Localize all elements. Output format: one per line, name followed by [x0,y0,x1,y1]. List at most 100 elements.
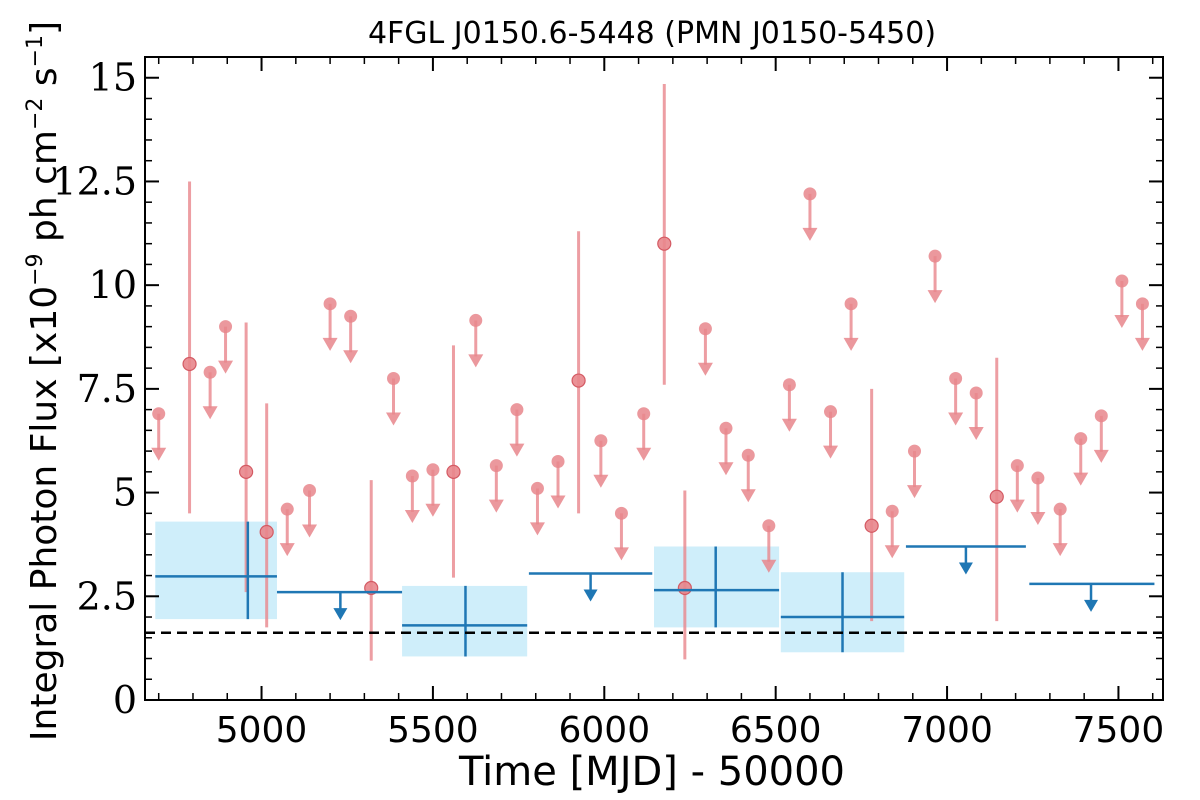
detection-point [571,373,586,388]
detection-point [657,236,672,251]
short-bin-detection-4 [446,345,461,578]
upper-limit-arrowhead [636,447,652,461]
y-axis-label-unit: ph cm [24,130,65,253]
upper-limit-point [280,502,294,516]
short-bin-upper-limit-7 [386,372,402,426]
upper-limit-arrowhead [1093,449,1109,463]
short-bin-upper-limit-32 [1030,471,1046,526]
short-bin-upper-limit-23 [802,187,818,241]
upper-limit-arrowhead [948,412,964,426]
upper-limit-point [1094,409,1108,423]
long-bin-detection-2 [654,546,780,628]
upper-limit-point [219,320,233,334]
short-bin-upper-limit-9 [425,463,441,517]
upper-limit-point [928,249,942,263]
long-bin-detection-0 [155,521,277,620]
upper-limit-arrowhead [509,443,525,457]
upper-limit-arrowhead [613,547,629,561]
short-bin-upper-limit-30 [968,386,984,441]
upper-limit-arrowhead [202,406,218,420]
upper-limit-point [551,454,565,468]
y-axis-label-exp1: −9 [23,253,48,285]
short-bin-upper-limit-36 [1114,274,1130,329]
upper-limit-arrowhead [823,445,839,459]
short-bin-upper-limit-29 [948,372,964,426]
short-bin-upper-limit-13 [529,481,545,536]
short-bin-upper-limit-3 [279,502,295,557]
upper-limit-arrowhead [697,362,713,376]
upper-limit-arrowhead [468,354,484,368]
upper-limit-point [203,365,217,379]
upper-limit-arrowhead [781,418,797,432]
long-bin-upper-limit-0 [276,590,403,621]
x-tick-labels: 5000 5500 6000 6500 7000 7500 [216,710,1165,751]
short-bin-upper-limit-28 [927,249,943,304]
upper-limit-point [426,463,440,477]
upper-limit-arrowhead [386,412,402,426]
plot-frame [144,56,1164,701]
upper-limit-point [1010,459,1024,473]
x-tick-label-7500: 7500 [1073,710,1165,751]
long-bin-ul-arrowhead [1084,599,1099,612]
long-bin-upper-limit-3 [1029,582,1155,612]
upper-limit-point [844,297,858,311]
y-tick-labels: 0 2.5 5 7.5 10 12.5 15 [52,56,137,722]
upper-limit-arrowhead [302,524,318,538]
short-bin-upper-limit-8 [404,469,420,523]
upper-limit-point [1135,297,1149,311]
long-bin-detection-1 [402,585,528,657]
long-bin-ul-arrowhead [333,608,348,621]
long-bin-ul-arrowhead [583,589,598,602]
y-axis-label-exp2: −2 [23,98,48,130]
short-bin-detection-2 [259,403,274,628]
upper-limit-arrowhead [718,462,734,476]
short-bin-upper-limit-14 [550,454,566,509]
upper-limit-point [907,444,921,458]
y-tick-label-7.5: 7.5 [77,367,137,411]
x-tick-label-7000: 7000 [901,710,993,751]
y-tick-label-15: 15 [89,56,137,100]
upper-limit-arrowhead [1009,499,1025,513]
upper-limit-arrowhead [322,337,338,351]
y-tick-label-10: 10 [89,263,137,307]
x-axis-label: Time [MJD] - 50000 [458,749,845,795]
detection-point [239,464,254,479]
y-axis-label-unit-tail: s [24,67,65,97]
short-bin-upper-limit-12 [509,403,525,457]
short-bin-detection-9 [989,357,1004,622]
short-bin-upper-limit-35 [1093,409,1109,463]
short-bin-upper-limit-17 [636,407,652,461]
short-bin-upper-limit-16 [613,506,629,561]
upper-limit-arrowhead [593,474,609,488]
upper-limit-point [1115,274,1129,288]
short-bin-upper-limit-33 [1052,502,1068,557]
y-axis-label-exp3: −1 [23,35,48,67]
x-tick-label-5500: 5500 [387,710,479,751]
long-bin-series [155,521,1155,657]
long-bin-detection-3 [780,572,905,653]
upper-limit-point [344,309,358,323]
upper-limit-point [387,372,401,385]
upper-limit-point [637,407,651,421]
upper-limit-arrowhead [151,447,167,461]
detection-point [259,524,274,540]
x-tick-label-5000: 5000 [216,710,308,751]
y-axis-label: Integral Photon Flux [x10−9 ph cm−2 s−1] [23,21,65,741]
upper-limit-point [1074,432,1088,446]
upper-limit-arrowhead [488,499,504,513]
upper-limit-arrowhead [343,350,359,364]
upper-limit-point [469,313,483,327]
upper-limit-point [885,504,899,518]
upper-limit-arrowhead [884,545,900,559]
y-tick-label-2.5: 2.5 [77,574,137,618]
x-tick-label-6000: 6000 [558,710,650,751]
upper-limit-arrowhead [1073,472,1089,486]
long-bin-ul-arrowhead [958,562,973,575]
upper-limit-point [1031,471,1045,485]
upper-limit-point [949,372,963,385]
detection-point [864,518,879,533]
y-tick-label-12.5: 12.5 [52,159,137,203]
upper-limit-point [323,297,337,311]
y-tick-label-5: 5 [113,471,137,515]
